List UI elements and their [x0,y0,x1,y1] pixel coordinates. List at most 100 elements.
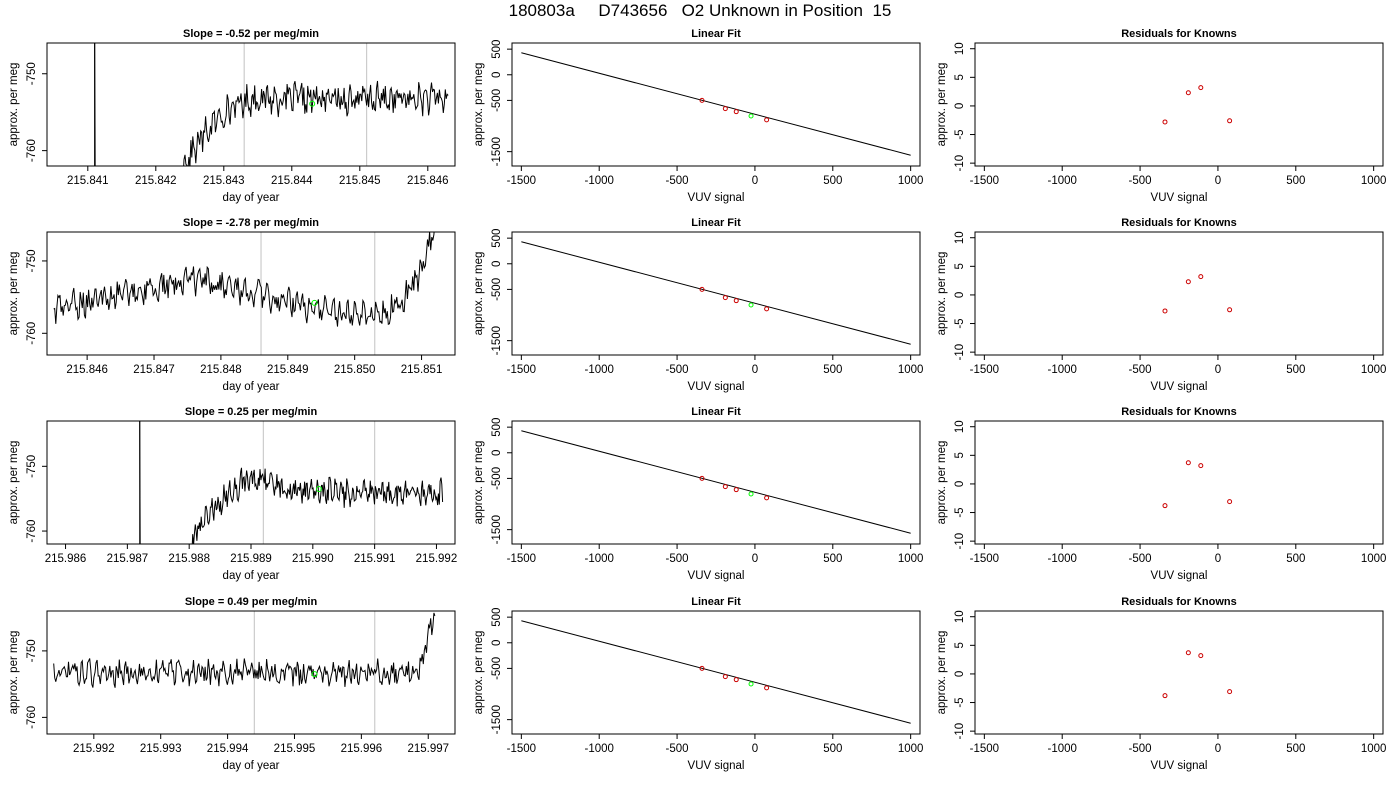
known-point [722,484,728,490]
x-tick-label: 1000 [1361,553,1387,565]
x-tick-label: -500 [1129,364,1152,376]
x-tick-label: 0 [752,175,758,187]
y-tick-label: -5 [954,697,966,707]
x-tick-label: -1500 [507,743,536,755]
y-tick-label: -750 [26,455,38,478]
x-tick-label: 1000 [1361,743,1387,755]
plot-frame [511,420,921,545]
plot-frame [511,610,921,735]
plot-area [521,241,911,345]
x-tick-label: 1000 [898,175,924,187]
fit-line [521,52,911,156]
x-axis-label: day of year [223,760,280,772]
x-tick-label: 1000 [1361,175,1387,187]
known-point [699,286,705,292]
y-tick-label: 10 [954,231,966,244]
unknown-point [748,491,754,497]
y-axis-label: approx. per meg [936,252,948,336]
x-tick-label: 1000 [898,553,924,565]
x-tick-label: 215.850 [334,364,376,376]
x-tick-label: 500 [1286,553,1305,565]
y-tick-label: -500 [491,657,503,680]
x-tick-label: 0 [752,553,758,565]
known-point [699,665,705,671]
x-tick-label: 215.851 [401,364,443,376]
x-tick-label: 215.841 [67,175,109,187]
y-tick-label: 10 [954,610,966,623]
residual-point [1185,279,1191,285]
x-tick-label: 0 [1215,743,1221,755]
panel-r1-c2: Linear Fit VUV signal approx. per meg -1500… [473,28,923,204]
residual-point [1227,499,1233,505]
known-point [699,475,705,481]
panel-title: Residuals for Knowns [1121,28,1237,40]
y-axis-label: approx. per meg [8,63,20,147]
y-tick-label: -10 [954,533,966,550]
x-tick-label: -1000 [1047,743,1076,755]
panel-title: Linear Fit [691,28,741,40]
y-tick-label: 0 [491,450,503,456]
x-tick-label: 215.995 [274,743,316,755]
x-tick-label: -500 [1129,553,1152,565]
residual-point [1162,693,1168,699]
y-axis-label: approx. per meg [473,63,485,147]
x-tick-label: 500 [823,175,842,187]
x-tick-label: 215.988 [168,553,210,565]
x-axis-label: VUV signal [688,381,745,393]
y-tick-label: -1500 [491,137,503,166]
plot-area [521,430,911,534]
panel-r2-c1: Slope = -2.78 per meg/min day of year appr… [8,217,456,393]
x-tick-label: 215.989 [230,553,272,565]
x-tick-label: 215.990 [292,553,334,565]
panel-title: Slope = 0.49 per meg/min [185,596,318,608]
known-point [722,674,728,680]
panel-title: Slope = -2.78 per meg/min [183,217,319,229]
unknown-point [748,113,754,119]
panel-title: Slope = 0.25 per meg/min [185,406,318,418]
y-axis-label: approx. per meg [473,441,485,525]
y-tick-label: 0 [954,103,966,109]
y-tick-label: 5 [954,74,966,80]
residual-point [1162,503,1168,509]
panel-r4-c3: Residuals for Knowns VUV signal approx. pe… [936,596,1386,772]
x-axis-label: VUV signal [1151,381,1208,393]
x-tick-label: 0 [752,743,758,755]
x-tick-label: 215.993 [140,743,182,755]
panel-title: Linear Fit [691,596,741,608]
plot-frame [46,610,456,735]
y-tick-label: 0 [954,671,966,677]
x-tick-label: 1000 [898,364,924,376]
fit-line [521,241,911,345]
y-tick-label: -1500 [491,705,503,734]
y-tick-label: 0 [954,481,966,487]
x-axis-label: day of year [223,570,280,582]
x-tick-label: 215.846 [407,175,449,187]
x-tick-label: 215.846 [66,364,108,376]
plot-frame [974,42,1384,167]
y-tick-label: -10 [954,723,966,740]
y-tick-label: -760 [26,706,38,729]
y-axis-label: approx. per meg [8,631,20,715]
x-tick-label: -1500 [970,553,999,565]
x-tick-label: 215.992 [73,743,115,755]
plot-area [1162,85,1233,125]
y-tick-label: 5 [954,642,966,648]
x-tick-label: 215.845 [339,175,381,187]
panel-r4-c1: Slope = 0.49 per meg/min day of year appro… [8,596,456,772]
plot-area [53,611,436,734]
y-tick-label: 500 [491,608,503,627]
plot-area [94,43,449,166]
residual-point [1227,118,1233,124]
x-axis-label: day of year [223,192,280,204]
plot-area [521,620,911,724]
panel-title: Residuals for Knowns [1121,217,1237,229]
y-tick-label: 5 [954,263,966,269]
plot-frame [46,42,456,167]
x-tick-label: 215.997 [407,743,449,755]
x-axis-label: VUV signal [1151,570,1208,582]
residual-point [1198,274,1204,280]
x-tick-label: 215.848 [200,364,242,376]
residual-point [1185,90,1191,96]
x-tick-label: -500 [666,553,689,565]
